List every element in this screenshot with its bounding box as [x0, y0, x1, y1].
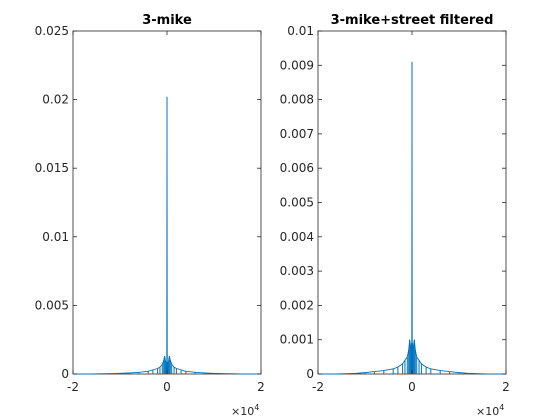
x-tick-label: 0 [408, 380, 416, 394]
x-tick-label: -2 [67, 380, 79, 394]
y-tick-label: 0.015 [35, 161, 69, 175]
y-tick-label: 0 [306, 367, 314, 381]
y-tick-label: 0.009 [280, 58, 314, 72]
x-tick-label: 2 [502, 380, 510, 394]
x-tick-label: 0 [163, 380, 171, 394]
y-tick-label: 0.006 [280, 161, 314, 175]
y-tick-label: 0.005 [280, 196, 314, 210]
y-tick-label: 0.01 [287, 24, 314, 38]
y-tick-label: 0.025 [35, 24, 69, 38]
x-exponent-label: ×104 [231, 403, 259, 418]
y-tick-label: 0.01 [42, 230, 69, 244]
y-tick-label: 0.005 [35, 298, 69, 312]
x-tick-label: -2 [312, 380, 324, 394]
y-tick-label: 0.007 [280, 127, 314, 141]
x-tick-label: 2 [257, 380, 265, 394]
y-tick-label: 0.004 [280, 230, 314, 244]
y-tick-label: 0.02 [42, 93, 69, 107]
subplot-right: 0 0.001 0.002 0.003 0.004 0.005 0.006 0.007 0.00… [280, 13, 510, 418]
chart-title: 3-mike [142, 13, 192, 28]
y-tick-label: 0.002 [280, 298, 314, 312]
x-exponent-label: ×104 [476, 403, 504, 418]
y-tick-label: 0.003 [280, 264, 314, 278]
y-tick-label: 0 [61, 367, 69, 381]
chart-title: 3-mike+street filtered [331, 13, 494, 28]
y-tick-label: 0.008 [280, 93, 314, 107]
y-tick-label: 0.001 [280, 333, 314, 347]
